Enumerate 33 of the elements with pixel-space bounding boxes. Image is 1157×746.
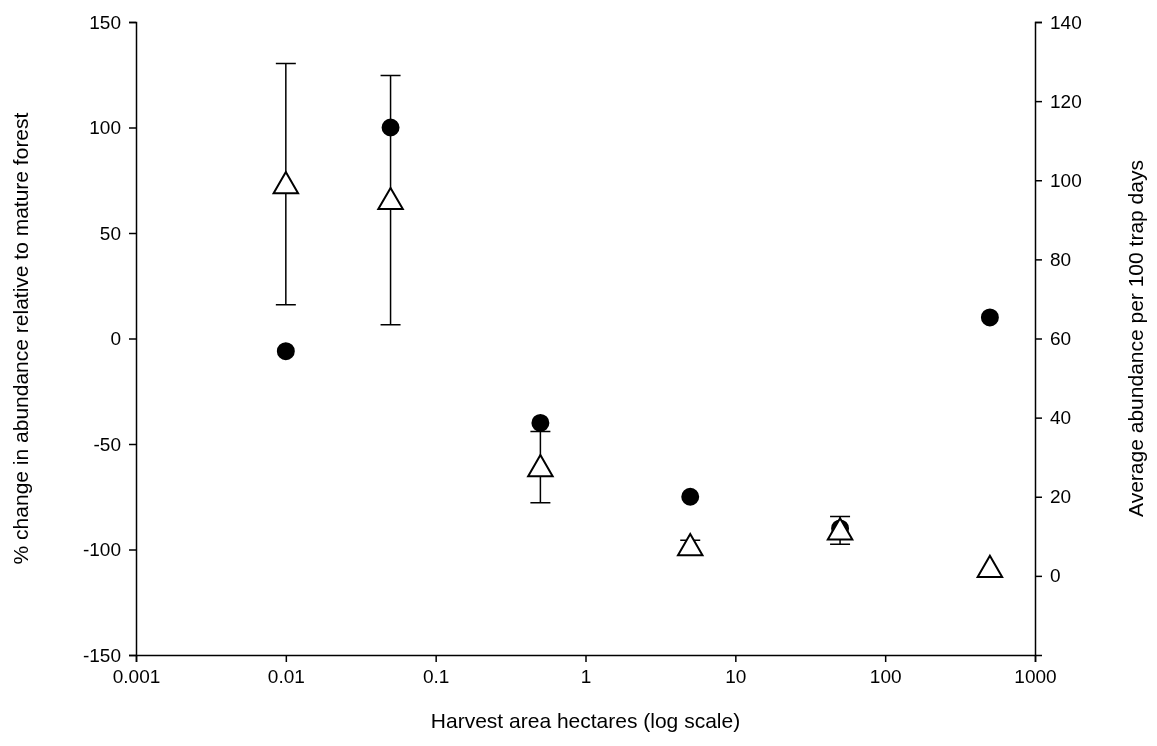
y-tick-label: -150 [82, 644, 121, 666]
x-tick-label: 0.1 [422, 666, 450, 688]
x-tick-label: 100 [869, 666, 902, 688]
point [681, 487, 700, 506]
y2-tick-label: 80 [1050, 248, 1072, 270]
y-tick-label: -50 [93, 433, 121, 455]
y2-tick-label: 60 [1050, 328, 1072, 350]
x-tick-label: 0.001 [112, 666, 161, 688]
x-tick-label: 10 [725, 666, 747, 688]
y2-tick-label: 20 [1050, 486, 1072, 508]
point [381, 118, 400, 137]
point [527, 453, 554, 478]
point [676, 533, 704, 557]
y-tick-label: -100 [82, 539, 121, 561]
y2-tick-label: 0 [1050, 565, 1061, 587]
y-tick-label: 150 [89, 11, 121, 33]
point [980, 308, 999, 327]
x-tick-label: 1 [580, 666, 592, 688]
y-tick-label: 0 [110, 328, 121, 350]
y2-tick-label: 120 [1050, 90, 1082, 112]
point [531, 413, 550, 432]
y-tick-label: 50 [99, 222, 121, 244]
point [976, 554, 1004, 579]
y2-tick-label: 100 [1050, 169, 1082, 191]
y2-tick-label: 140 [1050, 11, 1082, 33]
x-tick-label: 1000 [1014, 666, 1057, 688]
y-axis-title: % change in abundance relative to mature forest [9, 112, 32, 565]
y2-axis-title: Average abundance per 100 trap days [1124, 160, 1147, 517]
x-axis-title: Harvest area hectares (log scale) [430, 709, 741, 732]
x-tick-label: 0.01 [267, 666, 305, 688]
y-tick-label: 100 [89, 117, 121, 139]
point [377, 186, 404, 211]
y2-tick-label: 40 [1050, 407, 1072, 429]
